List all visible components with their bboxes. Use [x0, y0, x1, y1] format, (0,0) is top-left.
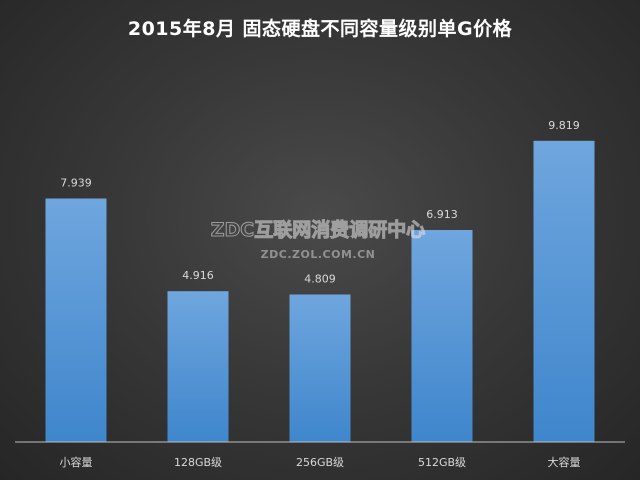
- x-tick-labels: 小容量 128GB级 256GB级 512GB级 大容量: [60, 455, 581, 469]
- x-tick-label: 128GB级: [174, 456, 222, 469]
- bar-value-label: 9.819: [548, 119, 580, 132]
- bar-value-label: 4.809: [304, 273, 336, 286]
- bar-5: [533, 140, 595, 443]
- bar-3: [289, 294, 351, 442]
- bar-4: [411, 230, 473, 442]
- bars-layer: [45, 140, 595, 443]
- watermark-line1: ZDC互联网消费调研中心: [211, 218, 426, 241]
- x-tick-label: 小容量: [60, 455, 93, 469]
- x-tick-label: 256GB级: [296, 456, 344, 469]
- watermark: ZDC互联网消费调研中心 ZDC.ZOL.COM.CN: [210, 218, 426, 262]
- chart-title: 2015年8月 固态硬盘不同容量级别单G价格: [127, 18, 513, 40]
- bar-1: [45, 198, 107, 442]
- x-tick-label: 512GB级: [418, 456, 466, 469]
- bar-value-label: 4.916: [182, 269, 214, 282]
- watermark-line2: ZDC.ZOL.COM.CN: [261, 248, 376, 261]
- labels-layer: 7.939 4.916 4.809 6.913 9.819: [60, 119, 580, 286]
- x-tick-label: 大容量: [548, 455, 581, 469]
- bar-value-label: 6.913: [426, 208, 458, 221]
- bar-2: [167, 291, 229, 442]
- bar-value-label: 7.939: [60, 177, 92, 190]
